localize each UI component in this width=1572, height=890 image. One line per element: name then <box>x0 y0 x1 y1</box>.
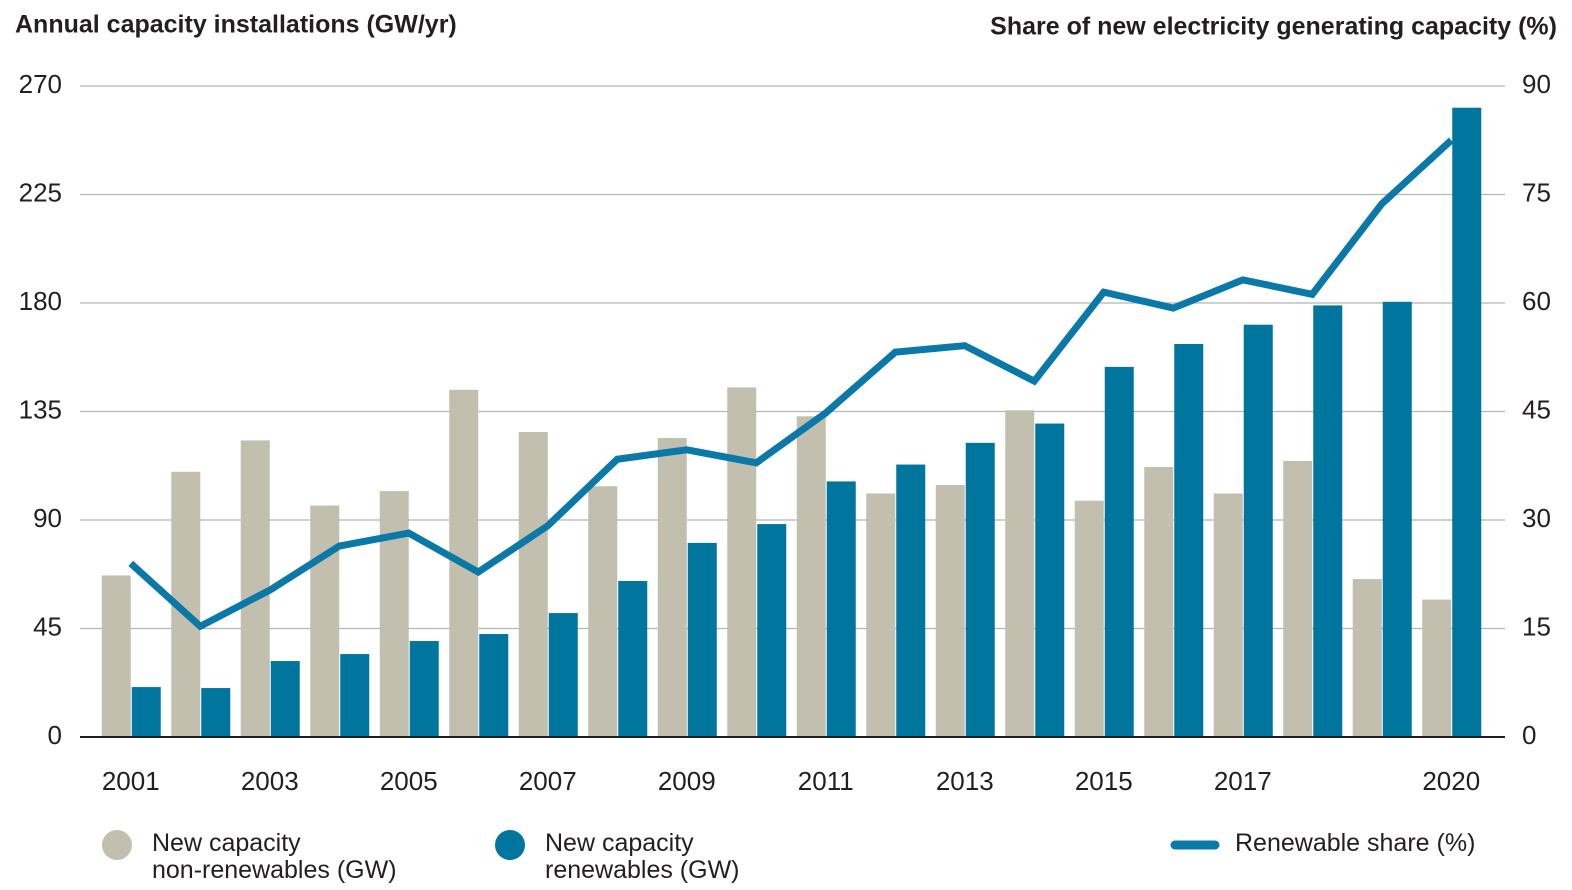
x-tick-label: 2001 <box>102 766 160 796</box>
x-tick-label: 2015 <box>1075 766 1133 796</box>
bar <box>1213 493 1243 737</box>
bar <box>409 641 439 737</box>
bar <box>796 416 826 737</box>
x-tick-label: 2003 <box>241 766 299 796</box>
bar <box>1382 301 1412 737</box>
bar <box>935 485 965 737</box>
bar <box>270 661 300 737</box>
y-tick-label: 270 <box>19 69 62 99</box>
share-line <box>128 137 1454 631</box>
y-tick-label: 90 <box>33 503 62 533</box>
bar <box>1452 107 1482 737</box>
y2-tick-label: 60 <box>1522 286 1551 316</box>
y-tick-label: 180 <box>19 286 62 316</box>
bar <box>826 481 856 737</box>
x-tick-label: 2005 <box>380 766 438 796</box>
y2-tick-label: 90 <box>1522 69 1551 99</box>
x-tick-label: 2007 <box>519 766 577 796</box>
bar <box>618 581 648 737</box>
bar <box>101 575 131 737</box>
bar <box>866 493 896 737</box>
bar <box>588 486 618 737</box>
bar <box>1283 460 1313 737</box>
bar <box>1422 599 1452 737</box>
bar <box>1313 305 1343 737</box>
bar <box>518 431 548 737</box>
bar <box>896 464 926 737</box>
x-tick-label: 2017 <box>1214 766 1272 796</box>
y-tick-label: 45 <box>33 611 62 641</box>
bar <box>479 634 509 737</box>
bar <box>1035 423 1065 737</box>
x-tick-label: 2009 <box>658 766 716 796</box>
bar <box>1144 466 1174 737</box>
bar <box>310 505 340 737</box>
y2-tick-label: 75 <box>1522 177 1551 207</box>
y-axis-title: Annual capacity installations (GW/yr) <box>15 11 457 39</box>
bar <box>240 440 270 737</box>
y2-tick-label: 45 <box>1522 394 1551 424</box>
bar <box>131 687 161 737</box>
bar <box>687 542 717 737</box>
bar <box>757 524 787 737</box>
bar <box>1352 579 1382 737</box>
legend-marker <box>495 830 525 860</box>
x-tick-label: 2020 <box>1422 766 1480 796</box>
x-tick-label: 2013 <box>936 766 994 796</box>
y-tick-label: 225 <box>19 177 62 207</box>
bar <box>201 688 231 737</box>
bar <box>379 491 409 737</box>
bar <box>1243 324 1273 737</box>
y2-tick-label: 0 <box>1522 720 1536 750</box>
bar <box>340 654 370 737</box>
y2-tick-label: 30 <box>1522 503 1551 533</box>
legend-label: New capacity non-renewables (GW) <box>152 829 397 884</box>
y2-axis-title: Share of new electricity generating capa… <box>990 13 1557 41</box>
bar <box>965 442 995 737</box>
bar <box>1104 366 1134 737</box>
bar <box>657 438 687 737</box>
y2-tick-label: 15 <box>1522 611 1551 641</box>
x-tick-label: 2011 <box>798 766 854 796</box>
legend-label: Renewable share (%) <box>1235 829 1476 857</box>
y-tick-label: 135 <box>19 394 62 424</box>
legend-marker <box>102 830 132 860</box>
legend-label: New capacity renewables (GW) <box>545 829 740 884</box>
y-tick-label: 0 <box>48 720 62 750</box>
bar <box>548 613 578 737</box>
bar <box>1005 410 1035 737</box>
bar <box>727 387 757 737</box>
bar <box>1174 343 1204 737</box>
bar <box>1074 500 1104 737</box>
